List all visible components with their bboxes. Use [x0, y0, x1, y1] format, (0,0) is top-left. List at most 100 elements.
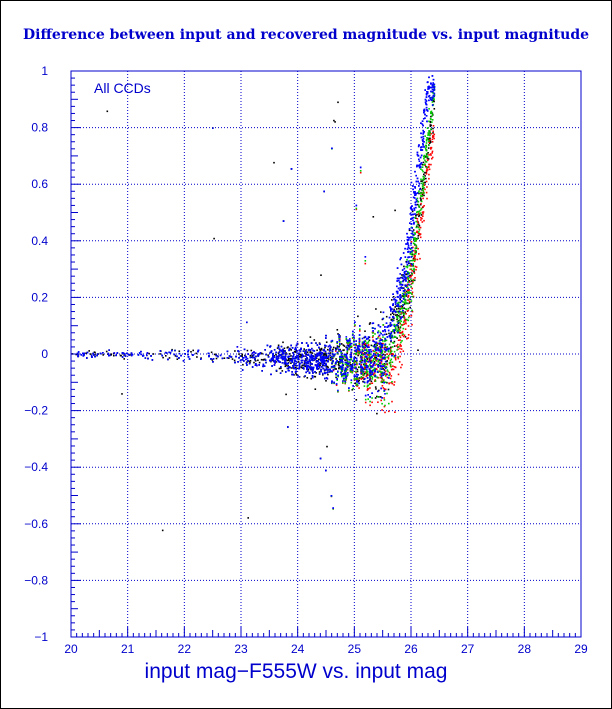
data-point — [410, 300, 413, 302]
data-point — [357, 354, 359, 357]
data-point — [423, 219, 425, 222]
data-point — [401, 316, 403, 318]
data-point — [312, 359, 314, 362]
data-point — [226, 350, 229, 353]
data-point — [261, 370, 263, 372]
data-point — [357, 380, 359, 382]
data-point — [408, 289, 410, 291]
data-point — [325, 356, 328, 359]
data-point — [389, 363, 392, 366]
data-point — [403, 294, 406, 297]
data-point — [294, 348, 296, 351]
data-point — [385, 333, 388, 335]
data-point — [385, 346, 388, 349]
data-point — [360, 359, 362, 362]
data-point — [390, 313, 392, 316]
data-point — [389, 377, 392, 380]
data-point — [238, 353, 240, 355]
data-point — [430, 90, 432, 93]
data-point — [275, 353, 277, 356]
data-point — [343, 353, 346, 356]
data-point — [388, 335, 391, 338]
data-point — [369, 367, 371, 370]
data-point — [376, 368, 378, 371]
data-point — [314, 371, 316, 373]
data-point — [387, 325, 390, 328]
data-point — [403, 307, 405, 309]
data-point — [428, 168, 431, 171]
data-point — [317, 352, 320, 355]
data-point — [325, 377, 328, 379]
data-point — [374, 354, 377, 356]
data-point — [420, 154, 423, 157]
data-point — [356, 368, 359, 371]
data-point — [422, 161, 425, 164]
data-point — [355, 367, 357, 370]
data-point — [318, 373, 321, 375]
data-point — [403, 334, 406, 336]
data-point — [322, 372, 324, 375]
data-point — [424, 144, 427, 147]
data-point — [325, 359, 328, 362]
data-point — [241, 359, 244, 361]
data-point — [262, 363, 265, 366]
data-point — [353, 357, 355, 359]
data-point — [318, 342, 321, 344]
data-point — [379, 345, 381, 347]
data-point — [344, 380, 346, 383]
data-point — [409, 276, 411, 278]
data-point — [410, 275, 412, 278]
data-point — [345, 346, 347, 349]
data-point — [324, 372, 326, 374]
data-point — [286, 367, 289, 370]
data-point — [414, 251, 416, 253]
data-point — [393, 317, 395, 320]
data-point — [399, 305, 401, 308]
data-point — [347, 341, 350, 344]
data-point — [370, 370, 373, 373]
data-point — [380, 375, 383, 378]
data-point — [291, 347, 294, 349]
data-point — [411, 293, 413, 295]
data-point — [412, 188, 414, 191]
data-point — [369, 349, 372, 351]
data-point — [315, 365, 318, 367]
data-point — [349, 364, 352, 366]
data-point — [336, 379, 338, 381]
data-point — [362, 352, 365, 355]
data-point — [290, 362, 292, 364]
data-point — [425, 106, 428, 109]
data-point — [277, 344, 280, 347]
data-point — [321, 364, 324, 367]
data-point — [374, 359, 377, 361]
data-point — [292, 365, 294, 367]
data-point — [280, 345, 283, 348]
data-point — [251, 352, 254, 354]
data-point — [421, 217, 423, 220]
data-point — [416, 258, 419, 261]
data-point — [379, 331, 382, 334]
data-point — [298, 363, 301, 365]
data-point — [86, 351, 89, 354]
data-point — [420, 162, 423, 164]
data-point — [319, 356, 322, 358]
data-point — [403, 303, 406, 305]
data-point — [380, 387, 382, 390]
data-point — [407, 272, 409, 275]
data-point — [228, 357, 230, 359]
data-point — [431, 141, 434, 143]
data-point — [406, 232, 408, 235]
data-point — [375, 352, 378, 354]
data-point — [265, 361, 267, 364]
data-point — [422, 144, 424, 146]
data-point — [361, 337, 364, 340]
data-point — [369, 378, 371, 381]
data-point — [366, 388, 369, 390]
data-point — [421, 123, 424, 125]
data-point — [421, 149, 424, 151]
data-point — [430, 115, 432, 118]
data-point — [423, 131, 425, 133]
data-point — [400, 281, 402, 283]
data-point — [350, 351, 352, 354]
data-point — [416, 225, 418, 228]
